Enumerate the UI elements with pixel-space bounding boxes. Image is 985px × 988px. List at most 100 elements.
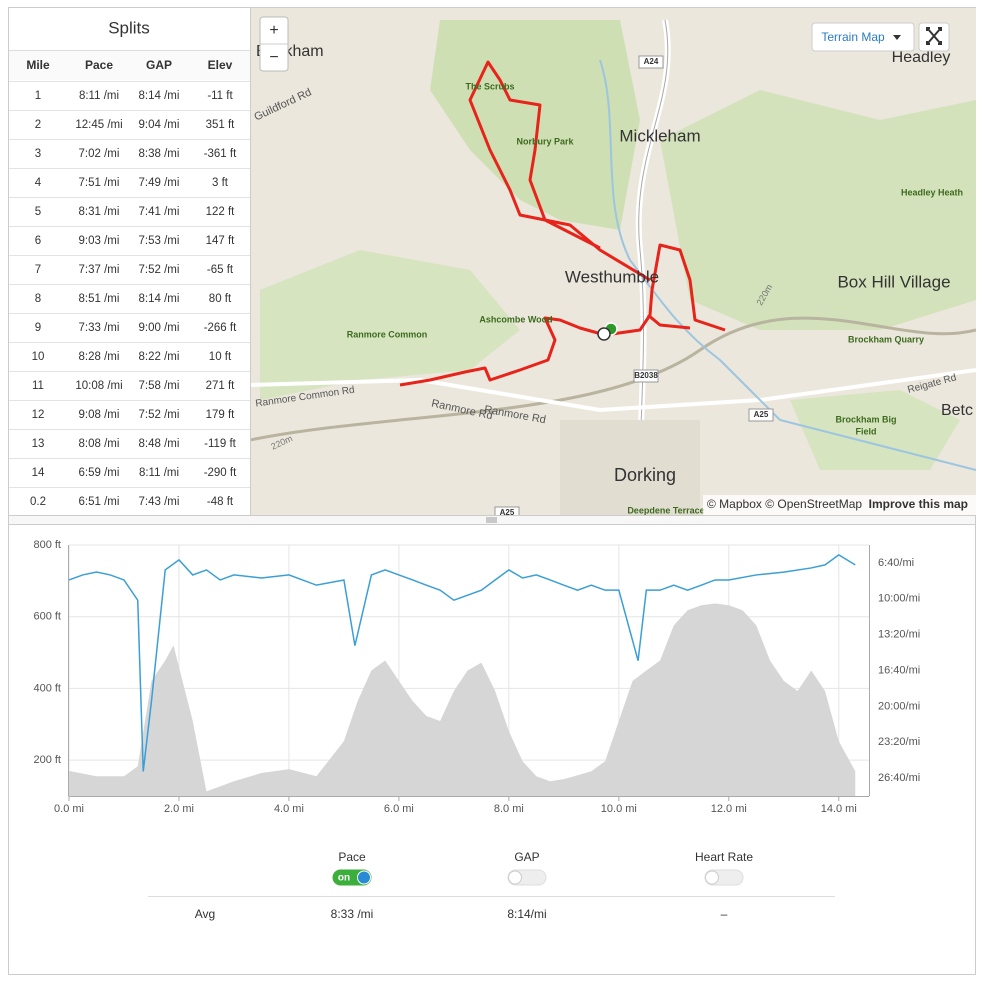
table-cell: 1 <box>35 90 41 102</box>
table-cell: 3 <box>35 148 41 160</box>
river <box>599 59 976 471</box>
toggle-state: on <box>338 873 350 884</box>
map-label: A24 <box>644 57 659 66</box>
road-shield <box>638 55 664 69</box>
y-tick-label: 400 ft <box>33 682 61 694</box>
y2-tick-label: 16:40/mi <box>878 664 920 676</box>
table-cell: 8:51 /mi <box>79 293 120 305</box>
summary-value: 8:33 /mi <box>331 907 374 921</box>
map-label: Field <box>855 426 876 436</box>
table-cell: 3 ft <box>212 177 229 189</box>
table-cell: 13 <box>32 438 45 450</box>
chart: 200 ft 400 ft 600 ft 800 ft 0.0 mi 2.0 mi 4.0 … <box>33 539 920 815</box>
table-cell: 10 ft <box>209 351 232 363</box>
table-cell: -11 ft <box>207 90 233 102</box>
map-label: Box Hill Village <box>837 272 950 291</box>
map-label: Ranmore Common <box>347 329 428 339</box>
table-cell: 9:08 /mi <box>79 409 120 421</box>
table-cell: 10 <box>32 351 45 363</box>
x-tick-label: 4.0 mi <box>274 803 304 815</box>
table-cell: 10:08 /mi <box>75 380 122 392</box>
y2-tick-label: 26:40/mi <box>878 772 920 784</box>
x-tick-label: 12.0 mi <box>711 803 747 815</box>
table-cell: 12 <box>32 409 45 421</box>
table-header-bg <box>9 50 250 80</box>
table-cell: 6:59 /mi <box>79 467 120 479</box>
y2-tick-label: 23:20/mi <box>878 736 920 748</box>
table-cell: 8:11 /mi <box>79 90 119 102</box>
table-cell: 9:03 /mi <box>79 235 120 247</box>
table-cell: 7:52 /mi <box>139 264 180 276</box>
table-cell: 0.2 <box>30 496 46 508</box>
table-cell: 6 <box>35 235 41 247</box>
table-cell: 8:14 /mi <box>139 293 180 305</box>
pace-line <box>68 553 856 772</box>
table-cell: 147 ft <box>206 235 236 247</box>
table-cell: 8:31 /mi <box>79 206 120 218</box>
table-cell: 8:22 /mi <box>139 351 180 363</box>
table-cell: 8:38 /mi <box>139 148 180 160</box>
woodland <box>260 250 520 400</box>
table-cell: 8:14 /mi <box>139 90 180 102</box>
layer-label[interactable]: Terrain Map <box>821 30 885 44</box>
zoom-in[interactable]: + <box>269 22 278 39</box>
map-label: Westhumble <box>565 267 659 286</box>
summary-value: – <box>721 907 728 921</box>
table-cell: 2 <box>35 119 41 131</box>
table-cell: 14 <box>32 467 45 479</box>
splits-panel: Splits Mile Pace GAP Elev 1 8:11 /mi 8:14 /mi -… <box>9 18 250 508</box>
map-label: Headley <box>892 49 951 66</box>
toggle-knob <box>705 870 719 885</box>
map-label: A25 <box>754 410 769 419</box>
road-shield <box>494 506 520 515</box>
table-cell: 8:08 /mi <box>79 438 120 450</box>
table-cell: 7:41 /mi <box>139 206 180 218</box>
map-label: Ashcombe Wood <box>479 314 552 324</box>
summary-value: 8:14/mi <box>507 907 546 921</box>
table-cell: -361 ft <box>204 148 237 160</box>
woodland <box>660 90 976 330</box>
map-label: Betc <box>941 402 973 419</box>
column-header: Mile <box>26 58 50 72</box>
toggle-knob <box>357 870 371 885</box>
map-label: Brockham Big <box>835 414 896 424</box>
map-label: A25 <box>500 508 515 517</box>
column-header: Elev <box>208 58 233 72</box>
x-tick-label: 8.0 mi <box>494 803 524 815</box>
attribution: © Mapbox © OpenStreetMap <box>707 497 862 511</box>
y2-tick-label: 6:40/mi <box>878 557 914 569</box>
layer-button[interactable] <box>811 22 915 52</box>
table-cell: 80 ft <box>209 293 232 305</box>
road-shield <box>748 408 774 422</box>
map-label: Dorking <box>614 465 676 485</box>
table-cell: 8 <box>35 293 41 305</box>
map-label: Brockham Quarry <box>848 334 924 344</box>
table-cell: 12:45 /mi <box>75 119 122 131</box>
table-cell: 9:04 /mi <box>139 119 180 131</box>
y-tick-label: 800 ft <box>33 539 61 551</box>
table-cell: 4 <box>35 177 42 189</box>
column-header: GAP <box>146 58 172 72</box>
column-header: Pace <box>85 58 113 72</box>
table-cell: 7:52 /mi <box>139 409 180 421</box>
map-label: Headley Heath <box>901 187 963 197</box>
y2-tick-label: 20:00/mi <box>878 700 920 712</box>
toggle-label: GAP <box>514 850 539 864</box>
improve-link[interactable]: Improve this map <box>869 497 968 511</box>
table-cell: 7:49 /mi <box>139 177 180 189</box>
y-tick-label: 600 ft <box>33 611 61 623</box>
table-cell: 271 ft <box>206 380 236 392</box>
road <box>250 368 976 413</box>
y2-tick-label: 13:20/mi <box>878 629 920 641</box>
map-label: B2038 <box>634 371 658 380</box>
toggle-label: Pace <box>338 850 366 864</box>
table-cell: 9 <box>35 322 41 334</box>
woodland <box>790 390 960 470</box>
toggle-label: Heart Rate <box>695 850 753 864</box>
zoom-out[interactable]: − <box>269 49 278 66</box>
x-tick-label: 10.0 mi <box>601 803 637 815</box>
table-cell: 351 ft <box>206 119 236 131</box>
summary-label: Avg <box>195 907 215 921</box>
